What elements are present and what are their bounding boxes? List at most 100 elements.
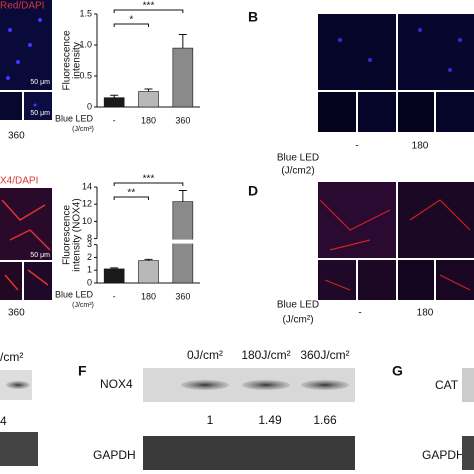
micrograph (358, 260, 396, 300)
y-axis-label: Fluorescence (62, 30, 73, 90)
panel-letter: F (78, 363, 87, 379)
dose-label: 0J/cm² (187, 348, 223, 362)
x-tick-label: 360 (175, 115, 190, 125)
y-tick-label: 14 (82, 181, 92, 191)
dose-label: /cm² (0, 350, 23, 364)
significance-bracket (113, 23, 149, 27)
cell-stain (319, 199, 471, 291)
scale-bar-label: 50 μm (30, 110, 50, 117)
nuclei (6, 18, 42, 107)
blot-band (301, 380, 349, 390)
x-label: Blue LED (277, 300, 319, 311)
dose-label: - (355, 141, 358, 152)
blot-band (6, 381, 30, 389)
axis-break (171, 239, 194, 244)
blot-band (181, 380, 229, 390)
micrograph (398, 92, 434, 132)
dose-label: 180 (412, 141, 429, 152)
dose-label: 180J/cm² (241, 348, 290, 362)
y-tick-label: 1.5 (79, 8, 92, 18)
error-bar (110, 94, 119, 98)
blot (0, 432, 38, 466)
micrograph (318, 182, 396, 258)
significance-bracket (113, 182, 184, 186)
scale-bar-label: 50 μm (30, 252, 50, 259)
stain-label: X4/DAPI (0, 176, 38, 187)
row-label: CAT (435, 378, 459, 392)
nuclei (338, 28, 462, 72)
micrograph (318, 260, 356, 300)
panel-letter: B (248, 9, 258, 25)
micrograph (398, 260, 434, 300)
error-bar (110, 267, 119, 269)
y-axis-label: intensity (72, 42, 83, 79)
blot (462, 368, 474, 402)
y-tick-label: 2 (87, 252, 92, 262)
micrograph (0, 0, 52, 90)
y-tick-label: 0.5 (79, 70, 92, 80)
row-label: GAPDH (93, 448, 136, 462)
significance-bracket (113, 9, 184, 13)
micrograph (318, 92, 356, 132)
ratio-label: 1.66 (313, 413, 337, 427)
dose-label: 360J/cm² (300, 348, 349, 362)
y-axis-label: Fluorescence (62, 205, 73, 265)
x-label: (J/cm²) (282, 315, 313, 326)
cell-stain (1, 199, 51, 291)
bar (138, 91, 159, 108)
x-label: (J/cm2) (281, 166, 314, 177)
significance-label: *** (143, 174, 155, 185)
blot-band (242, 380, 290, 390)
blot (143, 436, 355, 470)
x-tick-label: - (113, 291, 116, 301)
row-label: GAPDH (422, 448, 465, 462)
x-unit: (J/cm²) (72, 126, 94, 133)
x-tick-label: 360 (175, 291, 190, 301)
x-tick-label: 180 (141, 291, 156, 301)
bar (138, 260, 159, 284)
blot (462, 436, 474, 470)
row-label: 4 (0, 414, 7, 428)
error-bar (178, 33, 187, 49)
bar (103, 268, 125, 284)
dose-label: - (358, 308, 361, 319)
dose-label: 360 (8, 308, 25, 319)
stain-label: Red/DAPI (0, 1, 44, 12)
y-tick-label: 0 (87, 277, 92, 287)
scale-bar-label: 50 μm (30, 79, 50, 86)
x-label: Blue LED (55, 289, 94, 299)
significance-label: *** (143, 1, 155, 12)
micrograph (24, 92, 52, 120)
panel-letter: G (392, 363, 403, 379)
micrograph (398, 14, 474, 90)
micrograph (0, 188, 52, 260)
panel-letter: D (248, 183, 258, 199)
x-label: Blue LED (277, 153, 319, 164)
micrograph (436, 92, 474, 132)
y-tick-label: 1.0 (79, 39, 92, 49)
micrograph (398, 182, 474, 258)
bar (103, 97, 125, 108)
y-tick-label: 0 (87, 101, 92, 111)
significance-label: ** (127, 188, 135, 199)
micrograph (358, 92, 396, 132)
bar (172, 47, 194, 108)
x-label: Blue LED (55, 113, 94, 123)
significance-bracket (113, 196, 149, 200)
y-tick-label: 8 (87, 233, 92, 243)
dose-label: 360 (8, 131, 25, 142)
y-tick-label: 1 (87, 265, 92, 275)
x-unit: (J/cm²) (72, 302, 94, 309)
row-label: NOX4 (100, 377, 133, 391)
significance-label: * (129, 15, 133, 26)
dose-label: 180 (417, 308, 434, 319)
ratio-label: 1 (207, 413, 214, 427)
micrograph (0, 92, 22, 120)
error-bar (178, 189, 187, 202)
y-tick-label: 10 (82, 216, 92, 226)
y-tick-label: 3 (87, 239, 92, 249)
error-bar (144, 258, 153, 261)
error-bar (144, 88, 153, 92)
micrograph (318, 14, 396, 90)
